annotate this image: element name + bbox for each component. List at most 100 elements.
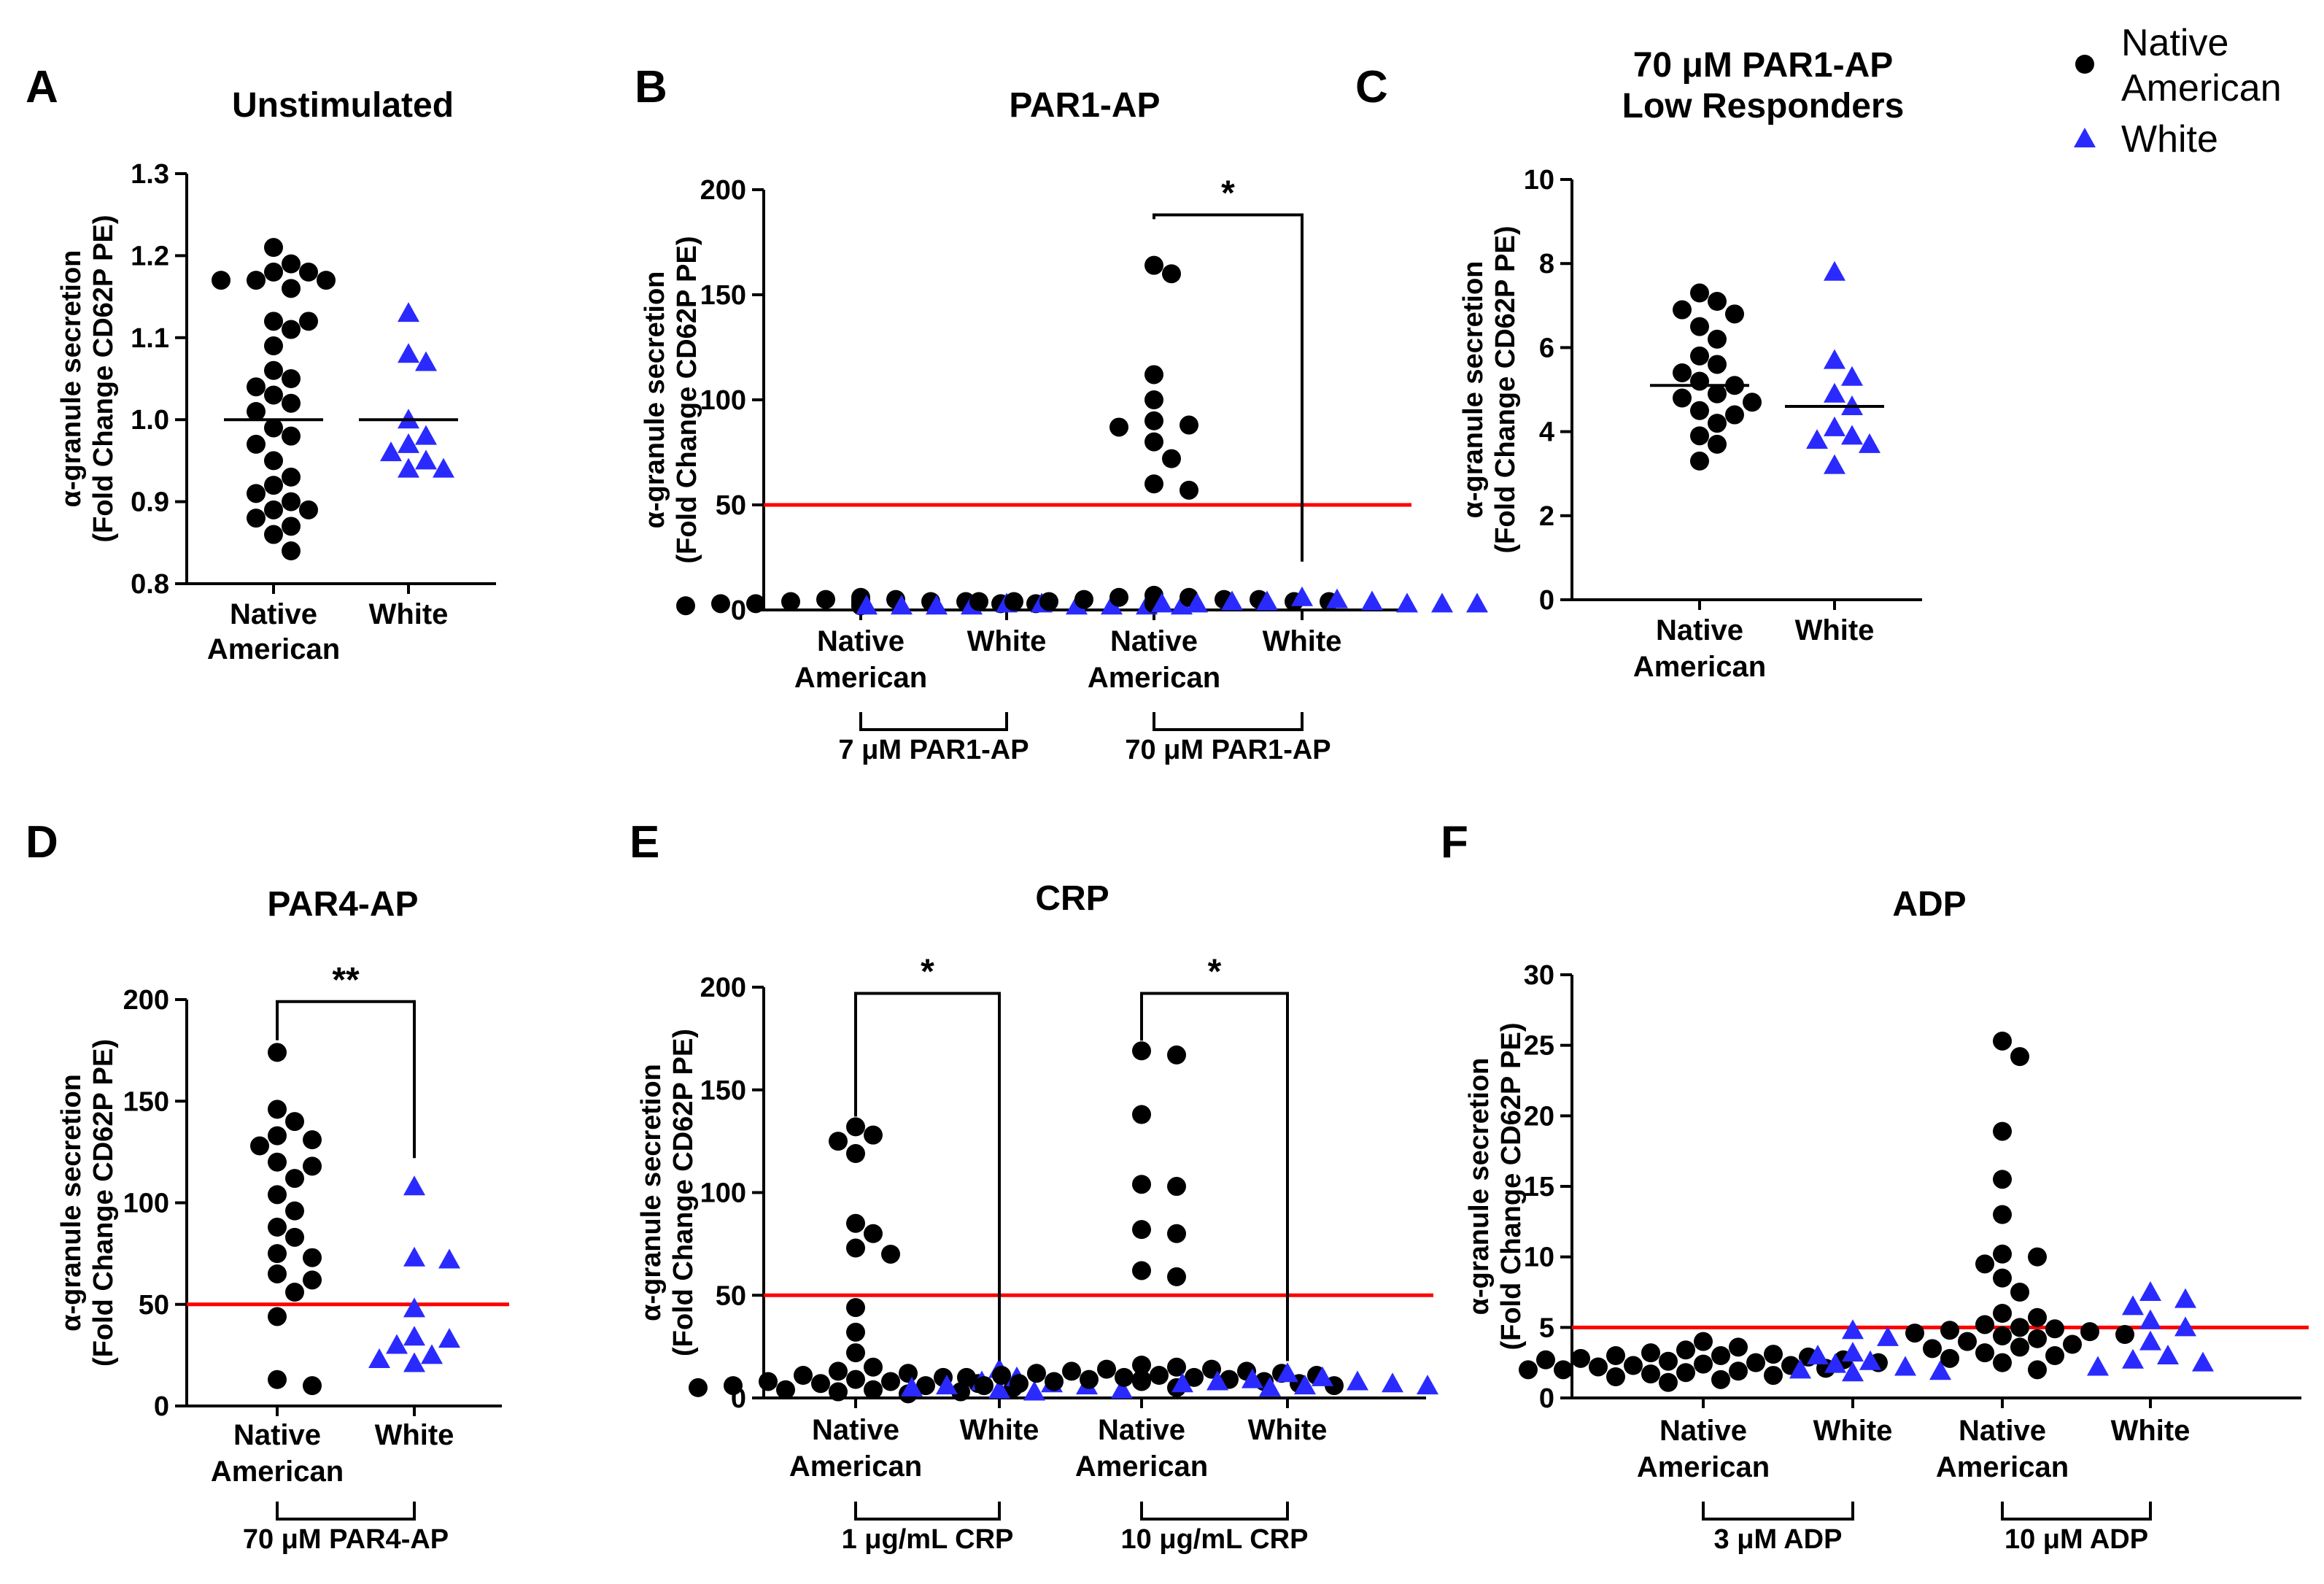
data-point-native-american [899,1364,918,1383]
data-point-native-american [282,320,301,339]
data-point-native-american [1641,1364,1660,1384]
data-point-native-american [846,1369,865,1389]
y-tick-label: 2 [1539,501,1554,532]
data-point-native-american [2063,1334,2082,1354]
data-point-native-american [1764,1366,1783,1386]
data-point-native-american [1905,1324,1924,1343]
y-tick-label: 30 [1524,960,1554,991]
y-tick-label: 15 [1524,1172,1554,1202]
data-point-native-american [916,1376,935,1396]
data-point-native-american [1725,405,1744,425]
data-point-native-american [268,1307,287,1326]
data-point-white [1807,1345,1829,1364]
data-point-white [415,449,437,470]
data-point-native-american [303,1130,322,1150]
data-point-native-american [1027,1364,1046,1383]
data-point-native-american [303,1270,322,1290]
data-point-white [2157,1345,2179,1364]
y-axis-title: α-granule secretion(Fold Change CD62P PE… [1464,1022,1527,1350]
data-point-native-american [1180,480,1198,500]
data-point-native-american [1729,1361,1748,1381]
data-point-native-american [1690,346,1709,366]
panel-D: D PAR4-AP α-granule secretion(Fold Change … [26,817,509,1555]
data-point-native-american [1694,1332,1713,1351]
data-point-white [380,441,402,462]
data-point-native-american [1132,1355,1151,1375]
data-point-native-american [264,476,283,495]
data-point-native-american [1010,1374,1029,1394]
data-point-native-american [1676,1340,1695,1360]
data-point-white [2192,1351,2214,1372]
data-point-native-american [264,525,283,544]
y-tick-label: 25 [1524,1031,1554,1062]
data-point-native-american [1167,1177,1186,1197]
y-tick-label: 1.1 [131,323,169,354]
data-point-white [415,425,437,445]
data-point-native-american [1167,1357,1186,1377]
data-point-white [1326,588,1348,609]
data-point-white [1842,1342,1864,1362]
data-point-native-american [1676,1363,1695,1383]
data-point-native-american [282,369,301,388]
data-point-white [1151,592,1173,613]
data-point-native-american [1080,1369,1099,1389]
data-point-white [403,1352,425,1372]
data-point-native-american [1624,1356,1643,1375]
data-point-native-american [1132,1041,1151,1061]
data-point-native-american [1673,388,1692,408]
data-point-white [1789,1359,1811,1379]
panel-letter: A [26,62,58,112]
significance-bracket [1153,213,1304,562]
data-point-native-american [299,262,318,282]
data-point-white [398,433,419,453]
x-category-label: American [207,633,340,665]
y-tick-label: 5 [1539,1313,1554,1343]
y-tick-label: 10 [1524,165,1554,196]
data-point-white [1186,592,1208,613]
y-tick-label: 150 [700,1075,746,1106]
data-point-native-american [2028,1247,2047,1267]
data-point-white [1259,1376,1281,1396]
x-category-label: White [369,598,449,630]
data-point-white [901,1376,923,1396]
data-point-white [1842,1319,1864,1340]
data-point-native-american [1162,449,1181,468]
data-point-native-american [2028,1329,2047,1348]
data-point-white [1294,1375,1316,1395]
significance-bracket [276,1000,416,1159]
data-point-white [1023,1380,1045,1401]
y-tick-label: 4 [1539,417,1554,448]
data-point-native-american [881,1244,900,1264]
data-point-white [1111,1378,1133,1399]
data-point-white [438,1248,460,1269]
data-point-native-american [1144,432,1163,452]
data-point-native-american [1144,474,1163,494]
data-point-native-american [1993,1244,2012,1264]
data-point-native-american [864,1125,883,1145]
panel-E: E CRP α-granule secretion(Fold Change CD62… [630,817,1438,1555]
data-point-native-american [2010,1318,2029,1337]
data-point-white [398,457,419,478]
data-point-white [438,1328,460,1348]
y-tick-label: 6 [1539,333,1554,363]
data-point-native-american [268,1217,287,1237]
data-point-white [1206,1370,1228,1391]
y-tick-label: 200 [700,175,746,206]
data-point-native-american [1725,304,1744,324]
y-axis-title-line: (Fold Change CD62P PE) [88,215,119,542]
data-point-native-american [2028,1360,2047,1380]
y-axis-title-line: α-granule secretion [56,250,87,508]
data-point-native-american [1923,1339,1942,1359]
data-point-native-american [299,500,318,519]
data-point-white [1171,1372,1193,1393]
data-point-white [1824,416,1845,436]
data-point-white [2139,1330,2161,1351]
data-point-white [1841,425,1863,445]
data-point-white [1312,1366,1333,1386]
data-point-native-american [268,1244,287,1264]
data-point-native-american [1185,1367,1204,1387]
data-point-white [386,1334,408,1354]
data-point-white [1824,454,1845,474]
y-axis-title: α-granule secretion(Fold Change CD62P PE… [56,1039,119,1367]
x-category-label: American [789,1450,922,1483]
